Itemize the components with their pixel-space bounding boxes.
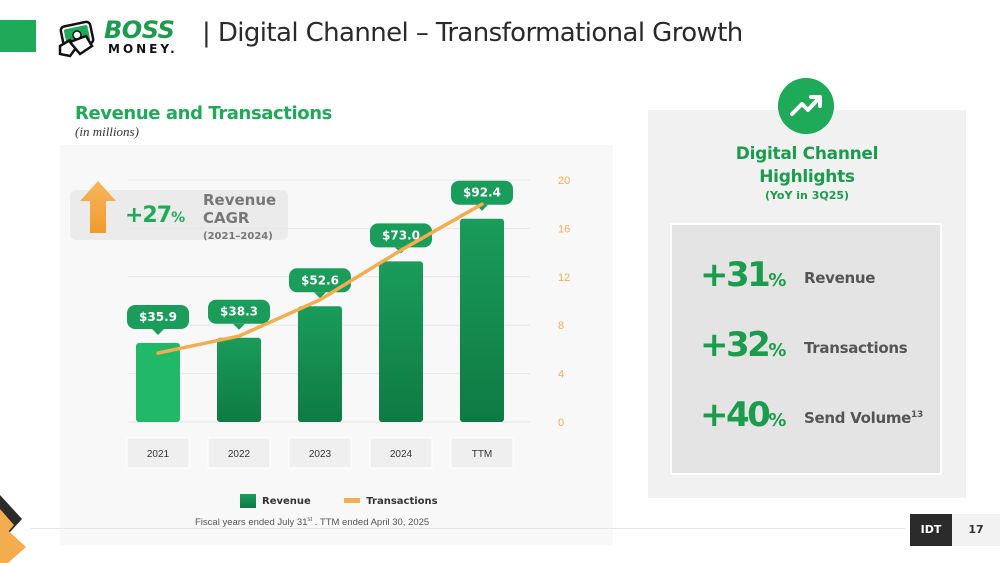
highlights-metrics-box: +31% Revenue +32% Transactions +40% Send… [670, 223, 942, 475]
footer-divider [30, 528, 905, 529]
metric-value: +40% [700, 395, 786, 435]
category-label: 2023 [309, 449, 332, 460]
legend-transactions-label: Transactions [366, 495, 438, 507]
metric-number: +32 [700, 325, 771, 365]
y2-tick-label: 0 [558, 417, 564, 429]
legend-revenue-swatch [240, 494, 256, 508]
cagr-number: +27 [125, 203, 172, 228]
metric-footnote-ref: 13 [911, 410, 923, 420]
logo-money-text: MONEY. [108, 42, 178, 56]
bar-value-label: $52.6 [301, 273, 339, 287]
footnote-a: Fiscal years ended July 31 [195, 517, 308, 529]
fist-money-icon [58, 20, 95, 58]
metric-pct: % [768, 410, 787, 431]
category-label-bg [288, 437, 352, 469]
legend-revenue-label: Revenue [262, 496, 311, 507]
category-label-bg [369, 437, 433, 469]
highlights-title-line2: Highlights [759, 167, 855, 187]
highlights-title-line1: Digital Channel [735, 144, 879, 164]
logo-boss-text: BOSS [104, 16, 175, 44]
highlights-title: Digital Channel Highlights [648, 143, 966, 189]
y2-tick-label: 12 [558, 272, 570, 284]
bar-label-pointer [152, 329, 164, 336]
category-label: 2021 [147, 449, 170, 460]
trending-up-icon [778, 78, 834, 134]
metric-number: +31 [700, 255, 771, 295]
category-label: 2024 [390, 449, 413, 460]
cagr-years: (2021–2024) [203, 231, 273, 242]
bar-value-label: $92.4 [463, 186, 501, 200]
up-arrow-icon [80, 181, 116, 233]
y2-tick-label: 8 [558, 320, 564, 332]
revenue-bar [298, 306, 342, 422]
metric-row-transactions: +32% Transactions [700, 325, 940, 375]
footnote-sup: st [307, 517, 313, 523]
revenue-bar [217, 337, 261, 422]
boss-money-logo: BOSS MONEY. [56, 16, 196, 60]
company-badge: IDT [910, 514, 952, 546]
revenue-transactions-chart: 0 4 8 12 16 20 $35.9 2021 $38.3 2022 $52.6 2023 $73.… [126, 175, 570, 469]
metric-pct: % [768, 340, 787, 361]
bar-label-bg [127, 305, 189, 330]
metric-row-revenue: +31% Revenue [700, 255, 940, 305]
legend-transactions: Transactions [344, 495, 438, 507]
metric-label-text: Revenue [804, 269, 876, 287]
bar-value-label: $73.0 [382, 228, 420, 242]
category-label: 2022 [228, 449, 251, 460]
revenue-chart-panel: +27% Revenue CAGR (2021–2024) 0 4 8 12 16 20 $… [60, 145, 613, 545]
header-accent-left [0, 20, 36, 52]
chart-section-title: Revenue and Transactions [75, 103, 332, 124]
bar-label-bg [289, 268, 351, 293]
cagr-label: Revenue CAGR [203, 191, 277, 227]
chart-footnote: Fiscal years ended July 31st . TTM ended… [195, 517, 429, 528]
category-label: TTM [472, 449, 493, 460]
category-label-bg [126, 437, 190, 469]
metric-label-text: Transactions [804, 339, 908, 357]
legend-revenue: Revenue [240, 494, 311, 508]
y2-tick-label: 4 [558, 369, 564, 381]
revenue-bar [136, 343, 180, 422]
revenue-bar [379, 261, 423, 422]
revenue-bar [460, 218, 504, 422]
metric-label-text: Send Volume [804, 409, 912, 427]
metric-label: Transactions [804, 339, 908, 357]
metric-pct: % [768, 270, 787, 291]
legend-transactions-swatch [344, 498, 361, 503]
chevron-decoration-icon [0, 495, 26, 563]
cagr-pct: % [171, 210, 186, 226]
y2-tick-label: 20 [558, 175, 570, 187]
bar-label-pointer [233, 323, 245, 330]
chart-legend: Revenue Transactions [240, 494, 468, 508]
cagr-value: +27% [125, 203, 185, 228]
bar-value-label: $35.9 [139, 310, 177, 324]
metric-value: +32% [700, 325, 786, 365]
bar-label-pointer [314, 292, 326, 299]
footnote-b: . TTM ended April 30, 2025 [312, 517, 430, 529]
metric-number: +40 [700, 395, 771, 435]
metric-label: Send Volume13 [804, 409, 923, 427]
category-label-bg [207, 437, 271, 469]
category-label-bg [450, 437, 514, 469]
bar-value-label: $38.3 [220, 305, 258, 319]
page-number: 17 [952, 514, 1000, 546]
metric-row-send-volume: +40% Send Volume13 [700, 395, 940, 445]
chart-section-subtitle: (in millions) [75, 124, 139, 139]
highlights-subtitle: (YoY in 3Q25) [764, 189, 850, 202]
metric-value: +31% [700, 255, 786, 295]
y2-tick-label: 16 [558, 223, 570, 235]
bar-label-bg [208, 299, 270, 324]
page-title: | Digital Channel – Transformational Gro… [202, 18, 743, 48]
metric-label: Revenue [804, 269, 875, 287]
bar-label-bg [451, 180, 513, 205]
